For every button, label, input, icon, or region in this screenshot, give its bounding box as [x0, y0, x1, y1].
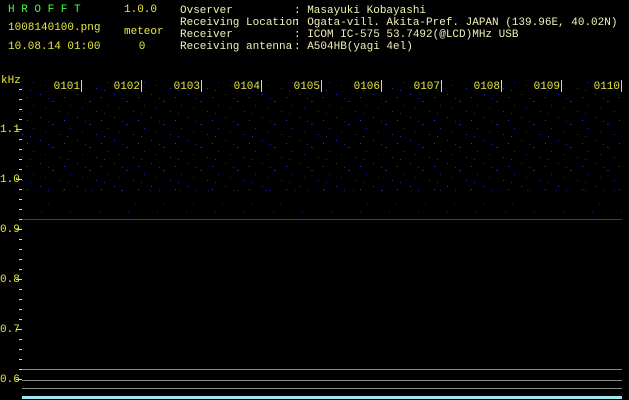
- y-tick-label: 0.9: [0, 224, 20, 236]
- progress-bar: [22, 396, 622, 399]
- y-tick-label: 1.1: [0, 124, 20, 136]
- info-label: Ovserver: [180, 5, 233, 17]
- time-label: 0107: [414, 81, 440, 93]
- time-label: 0101: [54, 81, 81, 93]
- y-tick-label: 1.0: [0, 174, 20, 186]
- unit-label: kHz: [1, 75, 21, 87]
- y-tick-label: 0.6: [0, 374, 20, 386]
- time-label: 0109: [534, 81, 560, 93]
- info-label: Receiver: [180, 29, 233, 41]
- time-label: 0102: [114, 81, 140, 93]
- info-label: Receiving Location: [180, 17, 299, 29]
- date-time: 10.08.14 01:00: [8, 41, 100, 53]
- info-value: : A504HB(yagi 4el): [294, 41, 413, 53]
- y-tick-label: 0.8: [0, 274, 20, 286]
- meteor-label: meteor: [124, 26, 164, 38]
- noise-band: [22, 80, 622, 192]
- time-label: 0110: [594, 81, 620, 93]
- noise-band-weak: [22, 190, 622, 220]
- time-label: 0108: [474, 81, 500, 93]
- info-label: Receiving antenna: [180, 41, 293, 53]
- time-label: 0104: [234, 81, 261, 93]
- time-label: 0105: [294, 81, 320, 93]
- app-name: H R O F F T: [8, 4, 81, 16]
- file-name: 1008140100.png: [8, 22, 100, 34]
- y-tick-label: 0.7: [0, 324, 20, 336]
- info-value: : Masayuki Kobayashi: [294, 5, 426, 17]
- time-label: 0106: [354, 81, 380, 93]
- time-label: 0103: [174, 81, 200, 93]
- version: 1.0.0: [124, 4, 157, 16]
- info-value: : ICOM IC-575 53.7492(@LCD)MHz USB: [294, 29, 519, 41]
- info-value: : Ogata-vill. Akita-Pref. JAPAN (139.96E…: [294, 17, 617, 29]
- meteor-count: 0: [139, 41, 146, 53]
